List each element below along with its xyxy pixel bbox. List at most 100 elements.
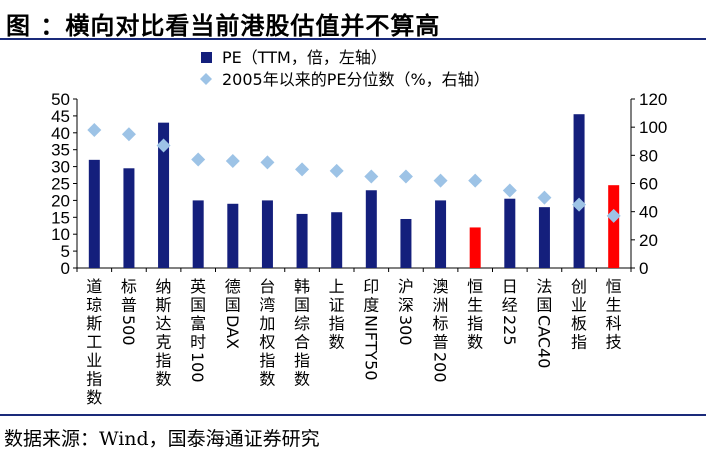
percentile-marker [398,169,413,184]
pe-bar [504,198,516,268]
pe-bar [158,122,170,268]
category-label-part: 英 [190,277,206,296]
category-label-part: 权 [259,333,275,352]
category-label-part: 指 [571,333,587,352]
category-label-part: 数 [259,370,275,389]
category-label-part: 指 [156,351,172,370]
left-tick-label: 50 [51,90,70,109]
left-tick-label: 5 [61,242,70,261]
legend: PE（TTM，倍，左轴） 2005年以来的PE分位数（%，右轴） [200,48,490,89]
percentile-marker [295,162,310,177]
left-tick-label: 0 [61,259,70,278]
percentile-marker [329,163,344,178]
percentile-marker [364,169,379,184]
right-tick-label: 120 [639,90,667,109]
pe-bar [435,200,447,268]
category-label-part: 经 [502,296,518,315]
pe-bar [538,207,550,268]
category-label-part: 纳 [156,277,172,296]
category-label-part: DAX [223,315,242,349]
category-label-part: NIFTY50 [361,315,380,381]
pe-bar [192,200,204,268]
category-label-part: 韩 [294,277,310,296]
right-tick-label: 40 [639,203,658,222]
category-label-part: 数 [86,388,102,407]
category-label-part: 国 [294,296,310,315]
category-label-part: 指 [86,370,102,389]
category-label-part: 加 [259,314,275,333]
pe-bar [331,212,343,268]
pe-bar [88,159,100,268]
category-label-part: 法 [536,277,552,296]
category-label-part: 指 [467,314,483,333]
category-label-part: 业 [571,296,587,315]
category-label-part: 日 [502,277,518,296]
right-tick-label: 0 [639,259,648,278]
category-label-part: 普 [433,333,449,352]
left-tick-label: 40 [51,124,70,143]
legend-marker-swatch [200,73,212,85]
category-label-part: 证 [329,296,345,315]
left-tick-label: 25 [51,175,70,194]
percentile-marker [502,183,517,198]
pe-bar [261,200,273,268]
left-tick-label: 20 [51,191,70,210]
category-label-part: 普 [121,296,137,315]
legend-bar-swatch [201,52,212,63]
right-tick-label: 60 [639,175,658,194]
category-label-part: 500 [119,315,138,346]
pe-bar [296,213,308,268]
category-label-part: 技 [606,333,622,352]
category-label-part: 工 [86,333,102,352]
pe-bar [608,185,620,268]
left-tick-label: 45 [51,107,70,126]
right-tick-label: 80 [639,146,658,165]
left-tick-label: 30 [51,158,70,177]
category-label-part: 国 [225,296,241,315]
pe-bar [365,190,377,268]
percentile-marker [260,155,275,170]
pe-bar [123,168,135,268]
percentile-marker [433,173,448,188]
category-label-part: 生 [606,296,622,315]
category-label-part: 湾 [259,296,275,315]
category-label-part: 印 [363,277,379,296]
category-label-part: 沪 [398,277,414,296]
percentile-marker [537,190,552,205]
percentile-series [87,122,621,223]
percentile-marker [87,122,102,137]
category-label-part: 恒 [467,277,483,296]
legend-bar-label: PE（TTM，倍，左轴） [222,48,387,67]
category-label-part: 合 [294,333,310,352]
category-label-part: 度 [363,296,379,315]
category-label-part: 200 [431,352,450,383]
percentile-marker [468,173,483,188]
bar-series [88,114,620,269]
category-label-part: 生 [467,296,483,315]
category-label-part: 数 [156,370,172,389]
footer-rule [0,414,706,416]
category-label-part: 克 [156,333,172,352]
percentile-marker [225,153,240,168]
percentile-marker [121,127,136,142]
category-label-part: 数 [329,333,345,352]
category-label-part: 数 [294,370,310,389]
category-label-part: 板 [571,314,587,333]
pe-bar [400,218,412,268]
category-label-part: 洲 [433,296,449,315]
